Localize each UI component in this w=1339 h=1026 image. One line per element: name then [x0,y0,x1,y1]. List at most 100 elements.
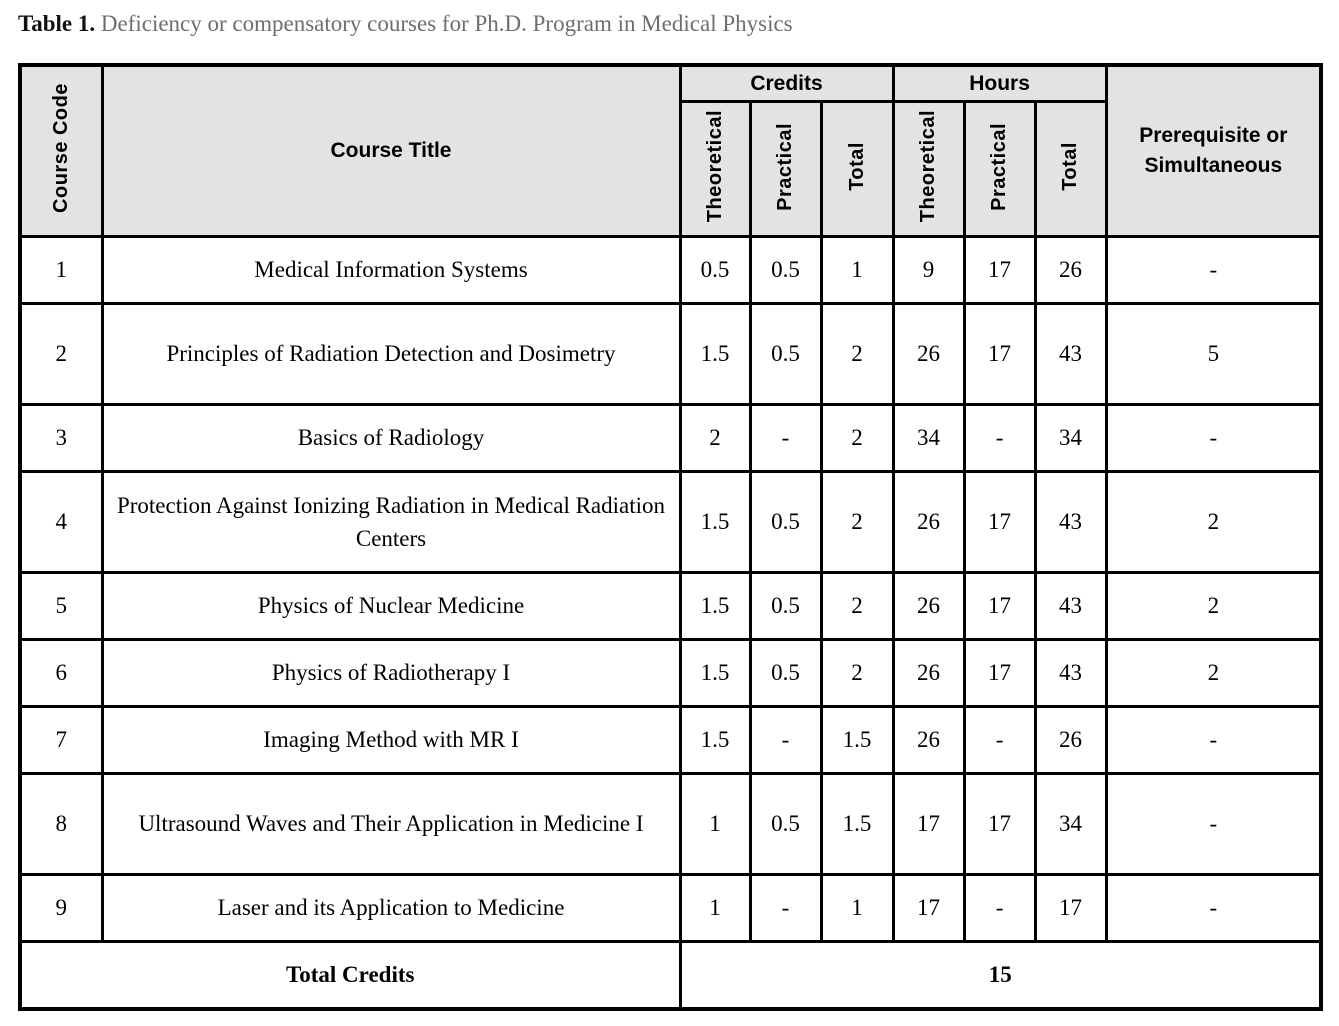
hours-total-cell: 34 [1033,772,1108,876]
table-row: 4 Protection Against Ionizing Radiation … [18,470,1323,574]
credits-practical-cell: 0.5 [748,235,823,305]
credits-total-cell: 2 [819,571,895,641]
header-credits-total-label: Total [845,142,868,191]
total-row: Total Credits 15 [18,940,1323,1011]
credits-total-cell: 2 [819,302,895,406]
total-credits-label: Total Credits [18,940,682,1011]
prerequisite-cell: 2 [1104,470,1323,574]
hours-practical-cell: - [962,403,1037,473]
table-row: 7 Imaging Method with MR I 1.5 - 1.5 26 … [18,705,1323,775]
credits-total-cell: 2 [819,403,895,473]
hours-theoretical-cell: 26 [891,571,966,641]
hours-total-cell: 26 [1033,235,1108,305]
hours-theoretical-cell: 17 [891,772,966,876]
table-row: 1 Medical Information Systems 0.5 0.5 1 … [18,235,1323,305]
credits-total-cell: 2 [819,470,895,574]
course-title-cell: Ultrasound Waves and Their Application i… [100,772,682,876]
course-code-cell: 6 [18,638,104,708]
hours-theoretical-cell: 26 [891,705,966,775]
course-title-cell: Physics of Radiotherapy I [100,638,682,708]
credits-practical-cell: - [748,705,823,775]
credits-theoretical-cell: 1.5 [678,638,752,708]
hours-practical-cell: 17 [962,638,1037,708]
header-prerequisite: Prerequisite or Simultaneous [1104,63,1323,238]
credits-total-cell: 2 [819,638,895,708]
header-course-code: Course Code [18,63,104,238]
table-caption: Table 1. Deficiency or compensatory cour… [18,10,793,38]
total-credits-value: 15 [678,940,1323,1011]
hours-theoretical-cell: 26 [891,638,966,708]
course-code-cell: 8 [18,772,104,876]
hours-practical-cell: 17 [962,302,1037,406]
hours-practical-cell: 17 [962,772,1037,876]
hours-total-cell: 43 [1033,302,1108,406]
header-hours-total: Total [1033,100,1108,238]
hours-theoretical-cell: 17 [891,873,966,943]
table-caption-text: Deficiency or compensatory courses for P… [100,11,793,36]
course-title-cell: Medical Information Systems [100,235,682,305]
course-title-cell: Imaging Method with MR I [100,705,682,775]
header-credits-theoretical-label: Theoretical [703,110,726,223]
hours-practical-cell: 17 [962,235,1037,305]
header-hours-theoretical-label: Theoretical [917,110,940,223]
course-code-cell: 9 [18,873,104,943]
credits-practical-cell: 0.5 [748,571,823,641]
hours-practical-cell: - [962,873,1037,943]
hours-theoretical-cell: 26 [891,302,966,406]
credits-theoretical-cell: 0.5 [678,235,752,305]
header-course-title: Course Title [100,63,682,238]
credits-total-cell: 1.5 [819,772,895,876]
course-code-cell: 5 [18,571,104,641]
table-row: 3 Basics of Radiology 2 - 2 34 - 34 - [18,403,1323,473]
prerequisite-cell: 2 [1104,571,1323,641]
table-row: 6 Physics of Radiotherapy I 1.5 0.5 2 26… [18,638,1323,708]
hours-practical-cell: - [962,705,1037,775]
courses-table: Course Code Course Title Credits Hours P… [18,63,1324,1011]
header-credits-group: Credits [678,63,895,103]
header-row-subcolumns: Theoretical Practical Total Theoretical … [20,100,1321,238]
table-row: 8 Ultrasound Waves and Their Application… [18,772,1323,876]
prerequisite-cell: - [1104,772,1323,876]
credits-theoretical-cell: 1.5 [678,470,752,574]
table-header: Course Code Course Title Credits Hours P… [18,63,1323,238]
credits-practical-cell: - [748,873,823,943]
course-title-cell: Principles of Radiation Detection and Do… [100,302,682,406]
hours-total-cell: 34 [1033,403,1108,473]
credits-theoretical-cell: 1.5 [678,571,752,641]
table-body: 1 Medical Information Systems 0.5 0.5 1 … [18,235,1323,943]
header-credits-practical: Practical [748,100,823,238]
prerequisite-cell: - [1104,873,1323,943]
hours-total-cell: 43 [1033,638,1108,708]
credits-theoretical-cell: 1.5 [678,302,752,406]
prerequisite-cell: 2 [1104,638,1323,708]
hours-theoretical-cell: 26 [891,470,966,574]
credits-theoretical-cell: 2 [678,403,752,473]
credits-practical-cell: 0.5 [748,302,823,406]
credits-practical-cell: - [748,403,823,473]
hours-practical-cell: 17 [962,571,1037,641]
table-row: 5 Physics of Nuclear Medicine 1.5 0.5 2 … [18,571,1323,641]
hours-total-cell: 43 [1033,470,1108,574]
header-hours-practical-label: Practical [988,122,1011,211]
header-credits-practical-label: Practical [774,122,796,211]
prerequisite-cell: 5 [1104,302,1323,406]
course-code-cell: 7 [18,705,104,775]
credits-total-cell: 1.5 [819,705,895,775]
table-footer: Total Credits 15 [18,940,1323,1011]
course-code-cell: 3 [18,403,104,473]
hours-total-cell: 26 [1033,705,1108,775]
prerequisite-cell: - [1104,403,1323,473]
credits-total-cell: 1 [819,873,895,943]
header-hours-group: Hours [891,63,1108,103]
credits-theoretical-cell: 1 [678,873,752,943]
credits-practical-cell: 0.5 [748,772,823,876]
header-credits-total: Total [819,100,895,238]
course-code-cell: 4 [18,470,104,574]
course-title-cell: Basics of Radiology [100,403,682,473]
course-code-cell: 2 [18,302,104,406]
hours-theoretical-cell: 9 [891,235,966,305]
hours-total-cell: 17 [1033,873,1108,943]
hours-theoretical-cell: 34 [891,403,966,473]
course-code-cell: 1 [18,235,104,305]
